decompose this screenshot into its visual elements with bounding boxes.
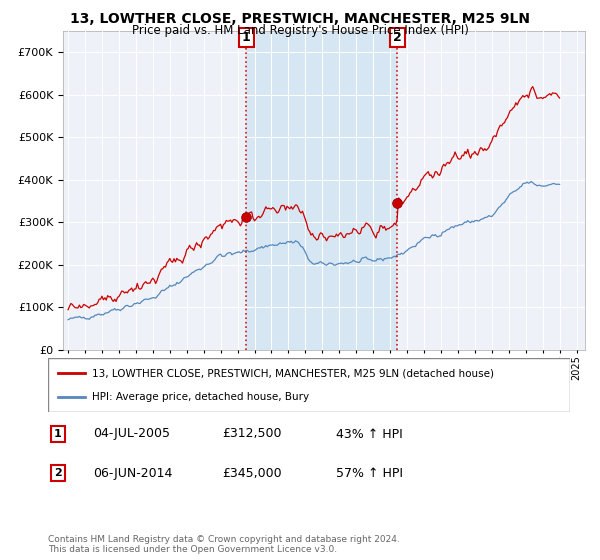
Text: £312,500: £312,500 <box>222 427 281 441</box>
Text: 43% ↑ HPI: 43% ↑ HPI <box>336 427 403 441</box>
Text: HPI: Average price, detached house, Bury: HPI: Average price, detached house, Bury <box>92 391 310 402</box>
Text: 13, LOWTHER CLOSE, PRESTWICH, MANCHESTER, M25 9LN (detached house): 13, LOWTHER CLOSE, PRESTWICH, MANCHESTER… <box>92 368 494 379</box>
Text: 1: 1 <box>54 429 62 439</box>
Text: Contains HM Land Registry data © Crown copyright and database right 2024.
This d: Contains HM Land Registry data © Crown c… <box>48 535 400 554</box>
Text: 06-JUN-2014: 06-JUN-2014 <box>93 466 172 480</box>
Text: 2: 2 <box>54 468 62 478</box>
Text: Price paid vs. HM Land Registry's House Price Index (HPI): Price paid vs. HM Land Registry's House … <box>131 24 469 37</box>
Bar <box>246 31 397 350</box>
Text: 1: 1 <box>242 31 250 44</box>
Text: 13, LOWTHER CLOSE, PRESTWICH, MANCHESTER, M25 9LN: 13, LOWTHER CLOSE, PRESTWICH, MANCHESTER… <box>70 12 530 26</box>
Text: 2: 2 <box>393 31 401 44</box>
Text: 04-JUL-2005: 04-JUL-2005 <box>93 427 170 441</box>
Text: 57% ↑ HPI: 57% ↑ HPI <box>336 466 403 480</box>
Text: £345,000: £345,000 <box>222 466 281 480</box>
